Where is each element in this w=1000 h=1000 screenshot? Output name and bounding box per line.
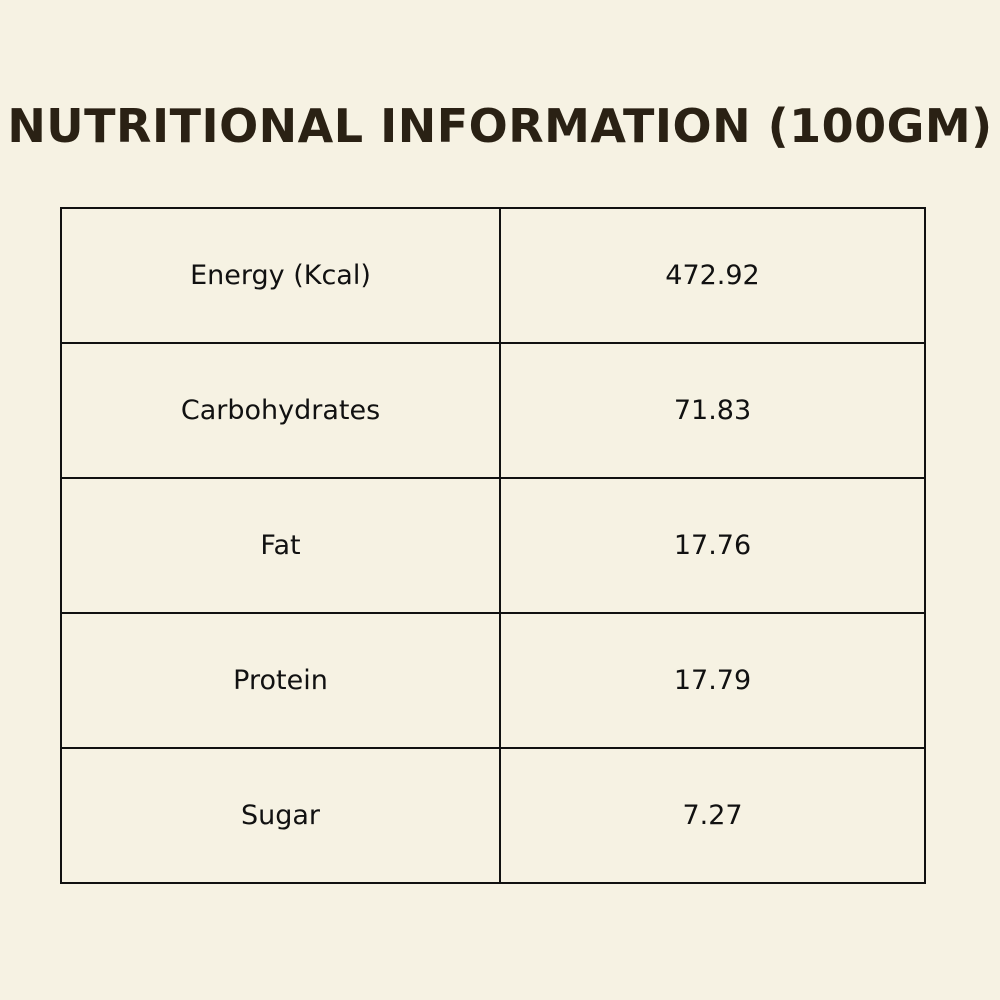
- nutrient-label: Fat: [59, 477, 502, 614]
- table-row: Carbohydrates 71.83: [59, 342, 926, 479]
- nutrition-table: Energy (Kcal) 472.92 Carbohydrates 71.83…: [59, 207, 926, 884]
- table-row: Sugar 7.27: [59, 747, 926, 884]
- table-row: Fat 17.76: [59, 477, 926, 614]
- nutrient-label: Sugar: [59, 747, 502, 884]
- nutrient-value: 17.76: [499, 477, 926, 614]
- table-row: Protein 17.79: [59, 612, 926, 749]
- nutrient-value: 7.27: [499, 747, 926, 884]
- nutrient-label: Protein: [59, 612, 502, 749]
- nutrient-label: Carbohydrates: [59, 342, 502, 479]
- nutrient-value: 472.92: [499, 207, 926, 344]
- page-title: NUTRITIONAL INFORMATION (100GM): [7, 99, 993, 153]
- table-row: Energy (Kcal) 472.92: [59, 207, 926, 344]
- nutrient-value: 71.83: [499, 342, 926, 479]
- nutrient-value: 17.79: [499, 612, 926, 749]
- nutrient-label: Energy (Kcal): [59, 207, 502, 344]
